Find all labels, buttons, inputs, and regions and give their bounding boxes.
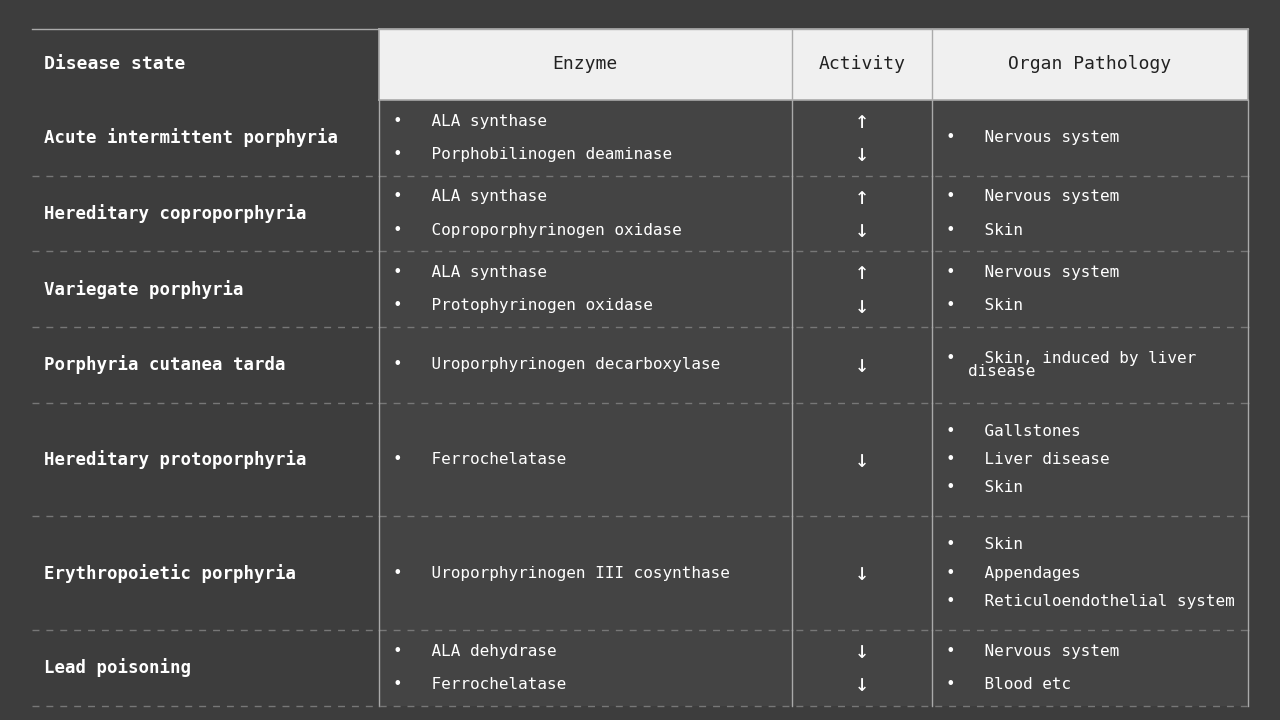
Text: Hereditary protoporphyria: Hereditary protoporphyria (44, 450, 307, 469)
Text: ↓: ↓ (855, 561, 869, 585)
Text: •   Appendages: • Appendages (946, 566, 1082, 580)
Text: ↓: ↓ (855, 143, 869, 166)
Text: ↑: ↑ (855, 109, 869, 133)
Bar (379, 29, 1248, 100)
Text: •   ALA dehydrase: • ALA dehydrase (393, 644, 557, 659)
Text: •   Skin: • Skin (946, 480, 1024, 495)
Text: ↑: ↑ (855, 261, 869, 284)
Text: Porphyria cutanea tarda: Porphyria cutanea tarda (44, 356, 285, 374)
Text: Variegate porphyria: Variegate porphyria (44, 279, 243, 299)
Bar (379, 100, 1248, 176)
Text: •   Nervous system: • Nervous system (946, 130, 1120, 145)
Text: ↑: ↑ (855, 185, 869, 209)
Bar (379, 630, 1248, 706)
Text: •   ALA synthase: • ALA synthase (393, 265, 547, 280)
Text: ↓: ↓ (855, 639, 869, 663)
Bar (379, 251, 1248, 327)
Text: ↓: ↓ (855, 448, 869, 472)
Text: ↓: ↓ (855, 672, 869, 696)
Text: Acute intermittent porphyria: Acute intermittent porphyria (44, 128, 338, 147)
Bar (379, 327, 1248, 402)
Text: •   Protophyrinogen oxidase: • Protophyrinogen oxidase (393, 298, 653, 313)
Text: •   Liver disease: • Liver disease (946, 452, 1110, 467)
Text: •   Porphobilinogen deaminase: • Porphobilinogen deaminase (393, 147, 672, 162)
Text: ↓: ↓ (855, 218, 869, 242)
Text: Erythropoietic porphyria: Erythropoietic porphyria (44, 564, 296, 582)
Text: •   Reticuloendothelial system: • Reticuloendothelial system (946, 594, 1235, 609)
Text: •   Ferrochelatase: • Ferrochelatase (393, 452, 567, 467)
Text: •   Skin, induced by liver: • Skin, induced by liver (946, 351, 1197, 366)
Text: •   Ferrochelatase: • Ferrochelatase (393, 677, 567, 692)
Text: Hereditary coproporphyria: Hereditary coproporphyria (44, 204, 307, 223)
Text: •   Blood etc: • Blood etc (946, 677, 1071, 692)
Text: Organ Pathology: Organ Pathology (1009, 55, 1171, 73)
Text: •   Nervous system: • Nervous system (946, 189, 1120, 204)
Text: ↓: ↓ (855, 294, 869, 318)
Text: •   Nervous system: • Nervous system (946, 644, 1120, 659)
Bar (379, 516, 1248, 630)
Text: •   Skin: • Skin (946, 222, 1024, 238)
Text: •   ALA synthase: • ALA synthase (393, 114, 547, 129)
Text: •   Nervous system: • Nervous system (946, 265, 1120, 280)
Text: •   ALA synthase: • ALA synthase (393, 189, 547, 204)
Text: Lead poisoning: Lead poisoning (44, 658, 191, 678)
Text: •   Skin: • Skin (946, 298, 1024, 313)
Text: disease: disease (968, 364, 1036, 379)
Text: Enzyme: Enzyme (553, 55, 618, 73)
Text: •   Coproporphyrinogen oxidase: • Coproporphyrinogen oxidase (393, 222, 682, 238)
Text: •   Uroporphyrinogen decarboxylase: • Uroporphyrinogen decarboxylase (393, 357, 721, 372)
Bar (379, 402, 1248, 516)
Text: Disease state: Disease state (44, 55, 186, 73)
Text: •   Skin: • Skin (946, 537, 1024, 552)
Text: •   Gallstones: • Gallstones (946, 423, 1082, 438)
Text: •   Uroporphyrinogen III cosynthase: • Uroporphyrinogen III cosynthase (393, 566, 730, 580)
Bar (379, 176, 1248, 251)
Text: Activity: Activity (818, 55, 905, 73)
Text: ↓: ↓ (855, 353, 869, 377)
